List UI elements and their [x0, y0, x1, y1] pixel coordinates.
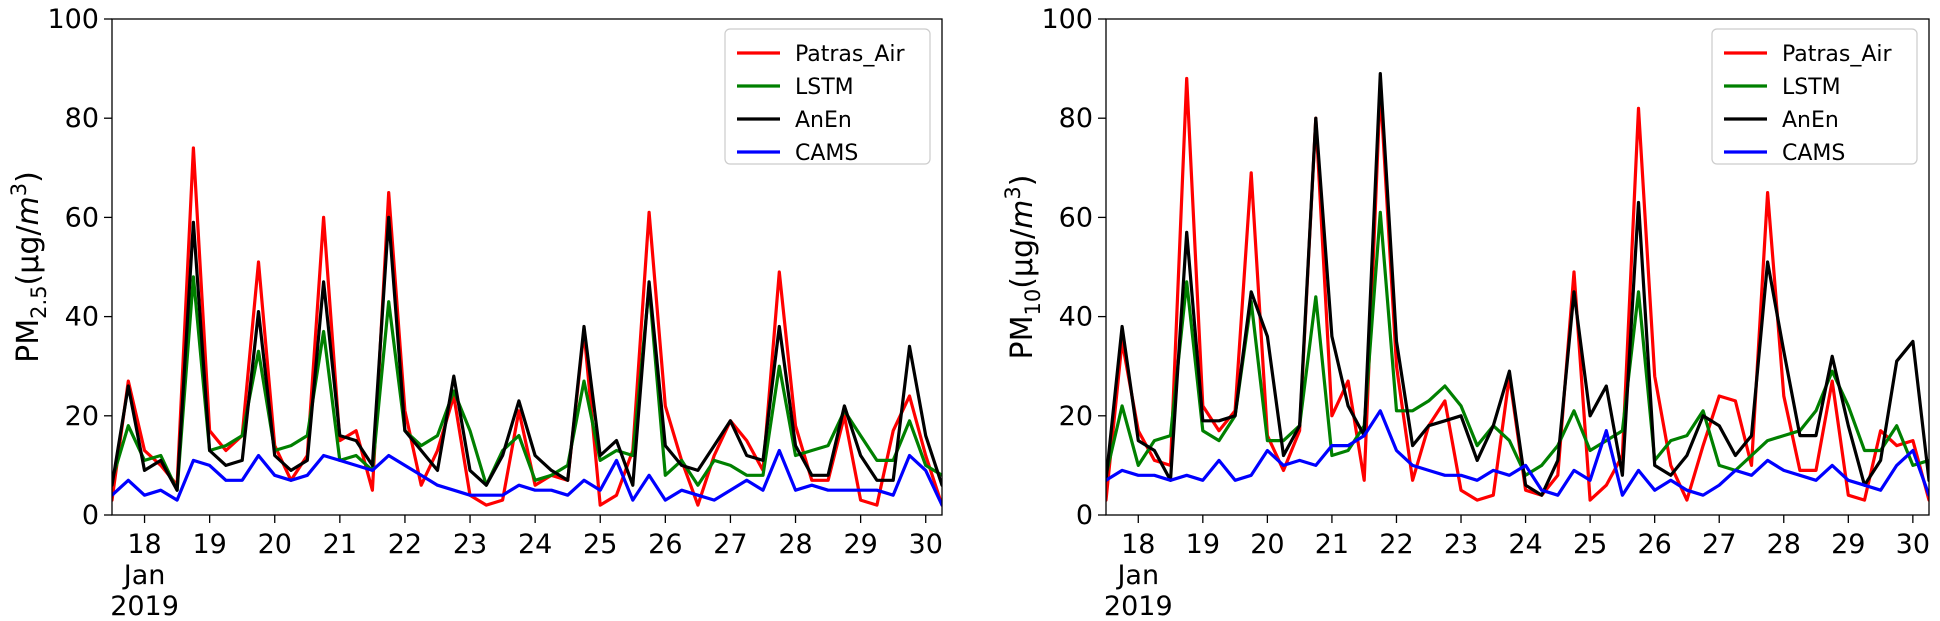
y-tick-label: 100 — [1041, 4, 1093, 35]
series-line-cams — [1106, 409, 1929, 497]
x-tick-label: 23 — [453, 529, 487, 560]
axes-frame — [111, 18, 943, 516]
x-tick-label: 27 — [1702, 529, 1736, 560]
series-line-anen — [1106, 71, 1929, 497]
legend-label: LSTM — [795, 75, 854, 100]
x-tick-label: 29 — [843, 529, 877, 560]
y-tick-label: 20 — [1059, 401, 1093, 432]
y-axis-label: PM2.5(μg/m3) — [7, 171, 51, 363]
y-tick-label: 60 — [65, 202, 99, 233]
x-tick-label: 18 — [1121, 529, 1155, 560]
y-axis-label-close: ) — [1005, 175, 1040, 187]
x-tick-label: 21 — [323, 529, 357, 560]
x-tick-label: 30 — [909, 529, 943, 560]
series-group — [112, 146, 942, 507]
legend-box — [1711, 28, 1918, 165]
y-axis-label-superscript: 3 — [7, 183, 31, 196]
x-tick-label: 28 — [778, 529, 812, 560]
axes-frame — [1105, 18, 1930, 516]
legend-label: AnEn — [1782, 108, 1839, 133]
y-axis-label: PM10(μg/m3) — [1001, 175, 1045, 360]
legend: Patras_Air LSTM AnEn CAMS — [724, 28, 931, 166]
legend-label: LSTM — [1782, 75, 1841, 100]
x-tick-label: 26 — [648, 529, 682, 560]
x-tick-sublabel: 2019 — [1104, 591, 1173, 621]
y-axis-label-superscript: 3 — [1001, 186, 1025, 199]
x-tick-label: 24 — [518, 529, 552, 560]
x-tick-label: 30 — [1896, 529, 1930, 560]
y-tick-label: 0 — [82, 500, 99, 531]
x-tick-label: 23 — [1444, 529, 1478, 560]
y-axis-label-subscript: 2.5 — [27, 285, 51, 318]
legend-label: AnEn — [795, 108, 852, 133]
y-axis-label-close: ) — [11, 171, 46, 183]
series-line-lstm — [112, 275, 942, 492]
x-tick-label: 19 — [192, 529, 226, 560]
x-tick-label: 25 — [583, 529, 617, 560]
x-tick-label: 25 — [1573, 529, 1607, 560]
y-axis-label-unit-m: m — [1005, 200, 1040, 229]
x-tick-sublabel: Jan — [122, 560, 166, 591]
legend-label: CAMS — [1782, 141, 1845, 166]
y-tick-label: 40 — [1059, 302, 1093, 333]
y-axis-label-subscript: 10 — [1021, 289, 1045, 316]
x-tick-sublabel: 2019 — [110, 591, 179, 621]
legend-label: CAMS — [795, 141, 858, 166]
y-tick-label: 80 — [1059, 103, 1093, 134]
x-tick-label: 24 — [1508, 529, 1542, 560]
series-line-patras-air — [112, 146, 942, 507]
y-axis-label-unit: (μg/ — [1005, 228, 1040, 289]
x-tick-label: 27 — [713, 529, 747, 560]
series-group — [1106, 71, 1929, 502]
x-tick-label: 21 — [1315, 529, 1349, 560]
x-tick-sublabel: Jan — [1115, 560, 1159, 591]
x-tick-label: 28 — [1767, 529, 1801, 560]
x-tick-label: 22 — [1379, 529, 1413, 560]
series-line-anen — [112, 215, 942, 492]
y-tick-label: 20 — [65, 401, 99, 432]
legend-label: Patras_Air — [795, 42, 906, 67]
y-tick-label: 0 — [1076, 500, 1093, 531]
y-tick-label: 100 — [47, 4, 99, 35]
x-tick-label: 19 — [1186, 529, 1220, 560]
y-axis-label-main: PM — [11, 319, 46, 363]
x-tick-label: 18 — [127, 529, 161, 560]
x-tick-label: 20 — [1250, 529, 1284, 560]
y-axis-label-unit: (μg/ — [11, 225, 46, 286]
y-axis-label-main: PM — [1005, 316, 1040, 360]
x-tick-label: 20 — [258, 529, 292, 560]
x-tick-label: 22 — [388, 529, 422, 560]
legend-box — [724, 28, 931, 165]
x-tick-label: 26 — [1637, 529, 1671, 560]
y-tick-label: 40 — [65, 302, 99, 333]
x-tick-label: 29 — [1831, 529, 1865, 560]
series-line-cams — [112, 448, 942, 507]
y-tick-label: 80 — [65, 103, 99, 134]
y-axis-label-unit-m: m — [11, 196, 46, 225]
legend-label: Patras_Air — [1782, 42, 1893, 67]
y-tick-label: 60 — [1059, 202, 1093, 233]
legend: Patras_Air LSTM AnEn CAMS — [1711, 28, 1918, 166]
